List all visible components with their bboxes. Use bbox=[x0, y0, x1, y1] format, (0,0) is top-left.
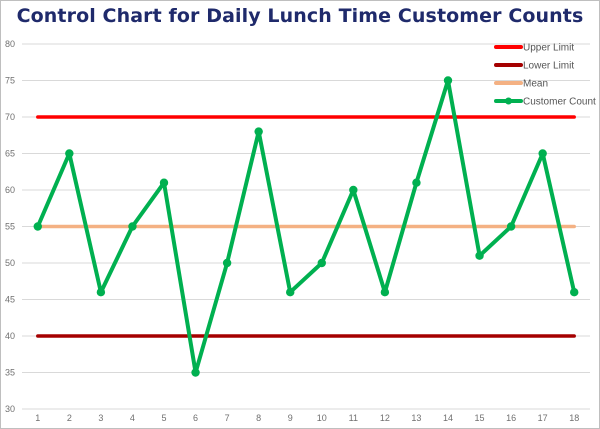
data-point bbox=[317, 258, 326, 268]
y-tick-label: 70 bbox=[5, 112, 15, 122]
legend-marker bbox=[505, 97, 512, 105]
y-tick-label: 50 bbox=[5, 258, 15, 268]
x-tick-label: 11 bbox=[349, 413, 358, 423]
y-tick-label: 60 bbox=[5, 185, 15, 195]
y-tick-label: 80 bbox=[5, 39, 15, 49]
data-point bbox=[191, 368, 200, 377]
data-point bbox=[254, 127, 263, 136]
y-tick-label: 65 bbox=[5, 149, 15, 159]
data-point bbox=[412, 178, 421, 187]
y-tick-label: 35 bbox=[5, 368, 15, 378]
legend-label: Customer Count bbox=[523, 97, 596, 108]
data-point bbox=[506, 222, 516, 231]
x-tick-label: 16 bbox=[506, 413, 516, 423]
data-point bbox=[33, 222, 42, 231]
x-tick-label: 12 bbox=[380, 413, 390, 423]
data-point bbox=[349, 185, 358, 195]
data-point bbox=[128, 222, 137, 231]
x-tick-label: 15 bbox=[475, 413, 485, 423]
x-tick-label: 13 bbox=[411, 413, 421, 423]
y-tick-label: 45 bbox=[5, 295, 15, 305]
data-point bbox=[65, 149, 74, 158]
x-tick-label: 4 bbox=[130, 413, 135, 423]
x-tick-label: 10 bbox=[317, 413, 327, 423]
x-tick-label: 14 bbox=[443, 413, 453, 423]
x-tick-label: 7 bbox=[225, 413, 230, 423]
data-point bbox=[222, 258, 232, 268]
x-tick-label: 18 bbox=[569, 413, 579, 423]
data-point bbox=[443, 76, 453, 85]
chart-title: Control Chart for Daily Lunch Time Custo… bbox=[16, 5, 584, 27]
x-tick-label: 2 bbox=[67, 413, 72, 423]
data-point bbox=[286, 288, 295, 297]
y-tick-label: 30 bbox=[5, 404, 15, 414]
data-point bbox=[380, 288, 390, 297]
data-point bbox=[538, 149, 547, 158]
data-point bbox=[570, 288, 579, 297]
x-tick-label: 8 bbox=[256, 413, 261, 423]
y-tick-label: 75 bbox=[5, 76, 15, 86]
x-tick-label: 17 bbox=[538, 413, 548, 423]
y-tick-label: 40 bbox=[5, 331, 15, 341]
data-point bbox=[475, 251, 484, 260]
y-tick-label: 55 bbox=[5, 222, 15, 232]
data-point bbox=[159, 178, 169, 187]
legend-label: Mean bbox=[523, 79, 548, 90]
x-tick-label: 1 bbox=[35, 413, 40, 423]
x-tick-label: 5 bbox=[161, 413, 166, 423]
x-tick-label: 6 bbox=[193, 413, 198, 423]
x-tick-label: 3 bbox=[98, 413, 103, 423]
x-tick-label: 9 bbox=[288, 413, 293, 423]
data-point bbox=[96, 288, 106, 297]
series-line bbox=[35, 78, 577, 375]
legend-label: Lower Limit bbox=[523, 61, 574, 72]
legend-label: Upper Limit bbox=[523, 43, 574, 54]
